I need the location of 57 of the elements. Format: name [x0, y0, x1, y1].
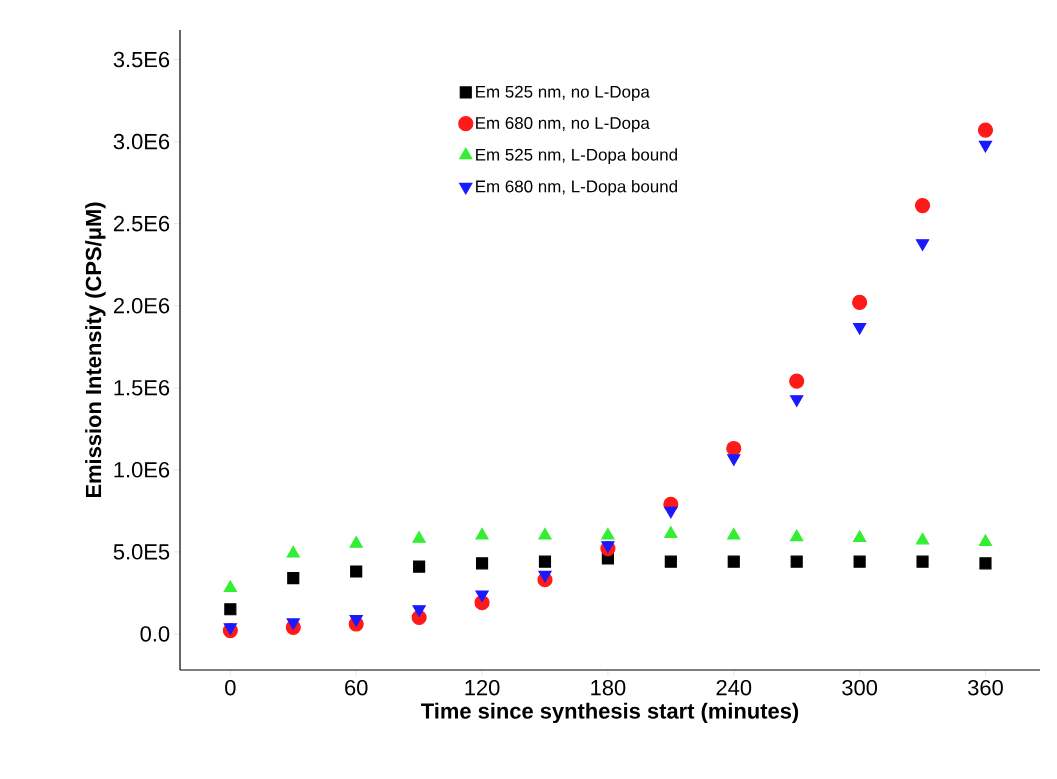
point — [601, 527, 615, 540]
legend-label: Em 525 nm, L-Dopa bound — [476, 148, 677, 165]
point — [475, 527, 489, 540]
point — [852, 530, 867, 542]
y-axis-title: Emission Intensity (CPS/μM) — [85, 202, 106, 498]
point — [789, 373, 805, 389]
point — [726, 440, 742, 457]
y-tick-label: 5.0E5 — [113, 544, 170, 560]
point — [664, 506, 678, 519]
legend-label: Em 680 nm, L-Dopa bound — [476, 179, 677, 196]
x-tick-label: 0 — [225, 679, 236, 696]
point — [727, 555, 740, 568]
point — [916, 555, 929, 568]
point — [978, 534, 993, 547]
point — [224, 603, 237, 616]
point — [852, 294, 868, 310]
point — [223, 580, 237, 593]
point — [915, 239, 930, 251]
y-tick-label: 0.0 — [140, 626, 170, 642]
point — [287, 572, 300, 585]
point — [413, 560, 426, 573]
point — [538, 527, 552, 540]
point — [790, 529, 804, 542]
point — [727, 454, 741, 466]
legend-label: Em 680 nm, no L-Dopa — [476, 117, 650, 133]
y-tick-label: 2.0E6 — [113, 297, 170, 314]
x-tick-label: 120 — [465, 679, 500, 696]
point — [538, 555, 552, 568]
point — [790, 555, 803, 568]
point — [727, 527, 741, 540]
point — [853, 555, 866, 568]
point — [475, 557, 489, 570]
point — [350, 565, 363, 578]
legend-label: Em 525 nm, no L-Dopa — [476, 85, 650, 102]
point — [349, 536, 363, 548]
point — [852, 322, 867, 335]
x-tick-label: 240 — [716, 679, 752, 696]
y-tick-label: 3.0E6 — [113, 133, 170, 150]
x-tick-label: 60 — [345, 679, 368, 696]
point — [977, 122, 994, 138]
x-tick-label: 300 — [842, 679, 878, 696]
y-tick-label: 3.5E6 — [113, 51, 170, 68]
point — [979, 557, 992, 570]
point — [664, 555, 677, 568]
point — [914, 198, 931, 214]
point — [790, 395, 804, 407]
y-tick-label: 2.5E6 — [113, 215, 170, 232]
point — [915, 532, 930, 545]
x-tick-label: 360 — [968, 679, 1003, 696]
y-tick-label: 1.0E6 — [114, 462, 170, 478]
point — [664, 526, 678, 538]
point — [978, 140, 993, 153]
x-tick-label: 180 — [591, 679, 626, 696]
point — [286, 545, 300, 558]
point — [412, 531, 426, 543]
x-axis-title: Time since synthesis start (minutes) — [421, 702, 799, 724]
y-tick-label: 1.5E6 — [114, 379, 170, 396]
